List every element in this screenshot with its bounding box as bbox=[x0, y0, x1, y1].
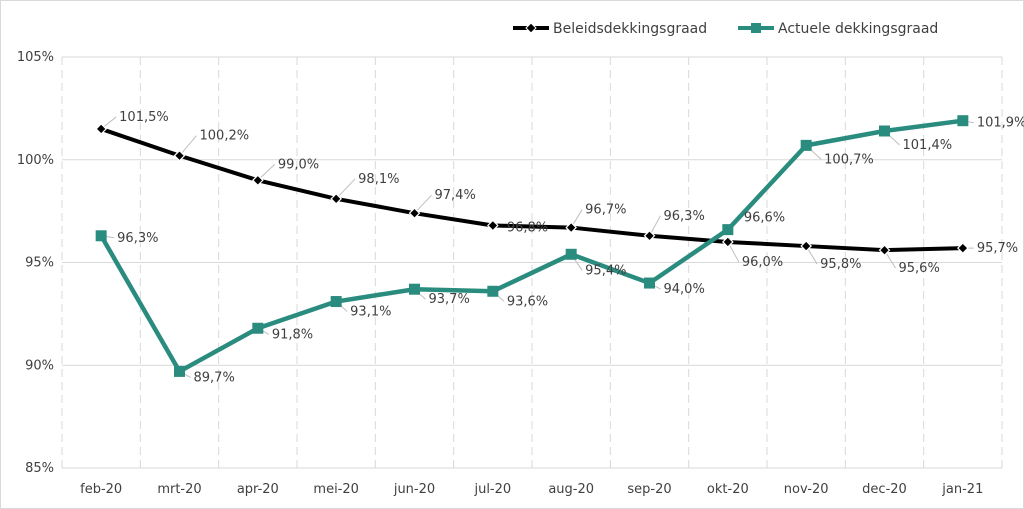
data-point-marker bbox=[95, 123, 108, 135]
data-label: 97,4% bbox=[435, 188, 476, 203]
x-tick-label: feb-20 bbox=[80, 482, 122, 497]
x-tick-label: mei-20 bbox=[313, 482, 359, 497]
data-point-marker bbox=[486, 219, 499, 232]
data-point-marker bbox=[800, 139, 812, 151]
y-tick-label: 95% bbox=[25, 256, 54, 271]
data-point-marker bbox=[174, 365, 185, 377]
data-point-marker bbox=[95, 230, 107, 242]
data-label: 99,0% bbox=[278, 157, 319, 172]
data-point-marker bbox=[487, 285, 499, 297]
data-label: 93,1% bbox=[350, 305, 391, 320]
legend-marker bbox=[525, 22, 537, 34]
y-tick-label: 100% bbox=[17, 153, 54, 168]
label-leader-line bbox=[179, 135, 197, 156]
data-label: 89,7% bbox=[194, 370, 235, 385]
x-tick-label: apr-20 bbox=[237, 482, 279, 497]
data-label: 96,0% bbox=[742, 255, 783, 270]
data-point-marker bbox=[879, 125, 890, 137]
data-point-marker bbox=[878, 244, 891, 257]
series-line bbox=[100, 127, 963, 253]
data-label: 96,3% bbox=[117, 231, 158, 246]
x-tick-label: nov-20 bbox=[784, 482, 829, 497]
data-label: 100,7% bbox=[824, 152, 874, 167]
y-tick-label: 90% bbox=[25, 358, 54, 373]
data-label: 98,1% bbox=[358, 172, 399, 187]
data-point-marker bbox=[330, 296, 342, 308]
y-tick-label: 105% bbox=[17, 50, 54, 65]
data-label: 96,6% bbox=[744, 211, 785, 226]
data-point-marker bbox=[644, 277, 655, 289]
data-label: 100,2% bbox=[200, 129, 250, 144]
x-tick-label: jul-20 bbox=[473, 482, 511, 497]
data-point-marker bbox=[643, 229, 656, 242]
data-label: 101,5% bbox=[119, 110, 169, 125]
data-label: 101,9% bbox=[977, 116, 1024, 131]
data-label: 96,3% bbox=[664, 209, 705, 224]
data-point-marker bbox=[409, 283, 420, 295]
x-tick-label: okt-20 bbox=[707, 482, 749, 497]
data-point-marker bbox=[565, 221, 578, 234]
data-label: 95,7% bbox=[977, 241, 1018, 256]
data-label: 96,8% bbox=[507, 221, 548, 236]
data-point-marker bbox=[800, 240, 813, 252]
legend-label: Actuele dekkingsgraad bbox=[778, 21, 938, 37]
data-label: 94,0% bbox=[664, 282, 705, 297]
legend-marker bbox=[751, 23, 761, 33]
data-label: 101,4% bbox=[903, 138, 953, 153]
data-label: 95,4% bbox=[585, 263, 626, 278]
data-point-marker bbox=[957, 115, 969, 127]
x-tick-label: aug-20 bbox=[548, 482, 594, 497]
data-point-marker bbox=[251, 174, 264, 187]
label-leader-line bbox=[335, 178, 356, 200]
data-label: 93,6% bbox=[507, 294, 548, 309]
data-label: 95,8% bbox=[820, 257, 861, 272]
data-point-marker bbox=[956, 242, 969, 254]
x-tick-label: dec-20 bbox=[862, 482, 907, 497]
data-point-marker bbox=[330, 192, 343, 205]
x-tick-label: jun-20 bbox=[393, 482, 435, 497]
legend-label: Beleidsdekkingsgraad bbox=[553, 21, 707, 37]
data-label: 95,6% bbox=[899, 261, 940, 276]
data-point-marker bbox=[252, 322, 264, 334]
data-point-marker bbox=[173, 149, 186, 162]
data-point-marker bbox=[721, 236, 734, 248]
data-point-marker bbox=[408, 207, 421, 220]
y-tick-label: 85% bbox=[25, 461, 54, 476]
data-point-marker bbox=[565, 248, 577, 260]
x-tick-label: mrt-20 bbox=[157, 482, 201, 497]
data-label: 96,7% bbox=[585, 203, 626, 218]
x-tick-label: jan-21 bbox=[941, 482, 983, 497]
data-point-marker bbox=[722, 224, 734, 236]
data-label: 93,7% bbox=[429, 292, 470, 307]
series-line bbox=[99, 118, 964, 374]
x-tick-label: sep-20 bbox=[627, 482, 671, 497]
data-label: 91,8% bbox=[272, 327, 313, 342]
